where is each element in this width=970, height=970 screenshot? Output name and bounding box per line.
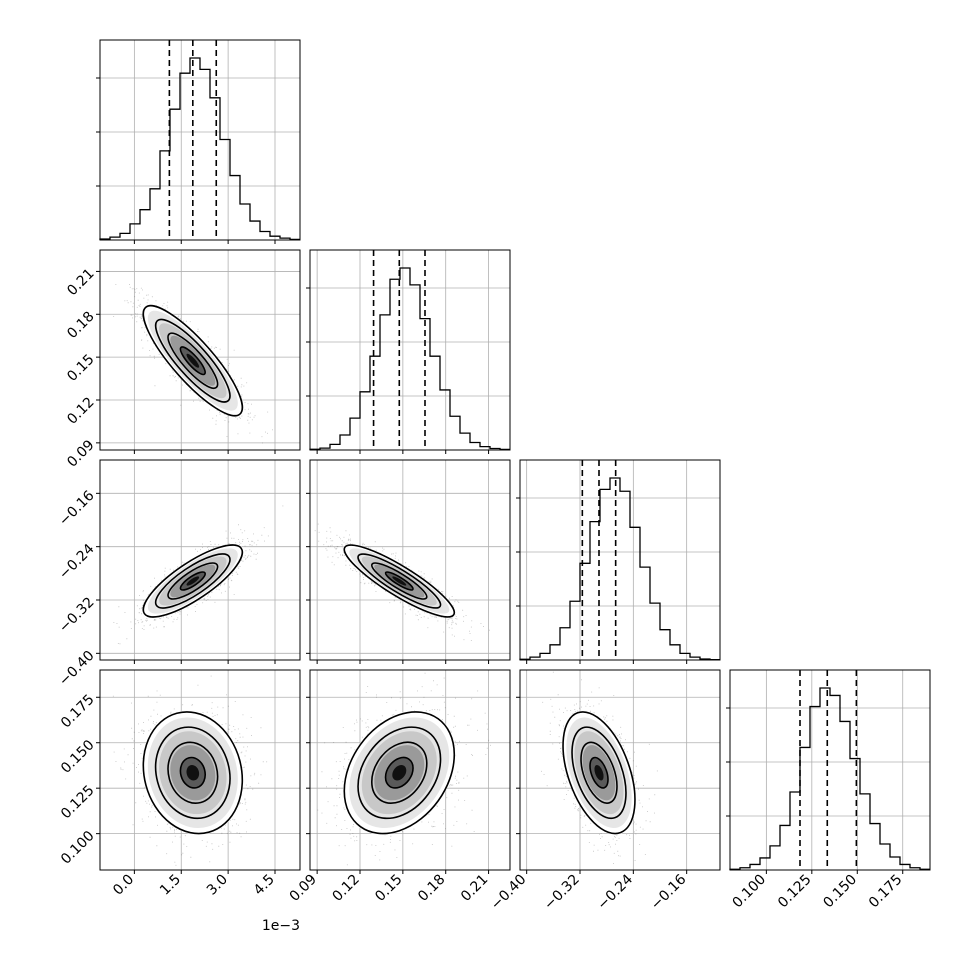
panel-frame [99, 459, 301, 661]
x-tick-label: 0.12 [329, 872, 362, 905]
panel-frame [729, 669, 931, 871]
panel-content [113, 505, 284, 645]
contour-line [384, 756, 414, 789]
contour-line [562, 711, 636, 835]
y-tick-label: −0.16 [56, 488, 98, 530]
contour-line [589, 756, 609, 789]
panel-background [310, 460, 510, 660]
x-tick-label: 0.175 [866, 872, 906, 912]
density-level [186, 353, 200, 368]
panel-frame [309, 669, 511, 871]
x-tick-label: −0.32 [541, 872, 583, 914]
x-tick-label: 3.0 [204, 872, 231, 899]
panel-frame [99, 39, 301, 241]
contour-line [370, 741, 428, 804]
contour-line [167, 332, 219, 390]
y-tick-label: 0.21 [64, 266, 97, 299]
scatter-panel-3-2: −0.40 −0.32 −0.24 −0.16 [488, 669, 721, 914]
scatter-panel-3-0: 0.0 1.5 3.0 4.5 0.100 0.125 0.150 0.175 [58, 669, 301, 899]
y-tick-label: 0.15 [64, 351, 97, 384]
panel-frame [519, 459, 721, 661]
x-tick-label: 0.150 [820, 872, 860, 912]
contour-line [179, 756, 206, 789]
x-tick-label: 0.18 [415, 872, 448, 905]
y-tick-label: 0.18 [64, 309, 97, 342]
y-tick-label: 0.09 [64, 437, 97, 470]
hist-panel-0 [96, 39, 301, 244]
panel-background [730, 670, 930, 870]
x-tick-label: −0.40 [488, 872, 530, 914]
density-level [392, 576, 407, 586]
contour-line [370, 562, 428, 600]
contour-line [343, 544, 456, 618]
histogram-0 [99, 57, 300, 241]
panel-frame [309, 459, 511, 661]
hist-panel-3: 0.100 0.125 0.150 0.175 [726, 669, 931, 912]
x-tick-label: 0.09 [287, 872, 320, 905]
contour-line [142, 544, 244, 618]
x-offset-label: 1e−3 [262, 918, 300, 934]
density-level [392, 764, 407, 781]
contour-line [384, 571, 414, 591]
hist-panel-2 [516, 459, 721, 664]
panel-content [541, 671, 658, 864]
contour-line [580, 741, 618, 804]
histogram-1 [309, 267, 510, 451]
panel-frame [99, 669, 301, 871]
scatter-panel-3-1: 0.09 0.12 0.15 0.18 0.21 [287, 669, 511, 905]
contour-line [167, 562, 219, 600]
contour-line [154, 318, 231, 403]
panel-frame [309, 249, 511, 451]
hist-panel-1 [306, 249, 511, 454]
x-tick-label: 0.15 [372, 872, 405, 905]
density-level [186, 764, 200, 781]
y-tick-label: −0.32 [56, 594, 98, 636]
panel-frame [99, 249, 301, 451]
y-tick-label: −0.24 [56, 541, 98, 583]
x-tick-label: 0.125 [775, 872, 815, 912]
density-level [186, 576, 200, 586]
y-tick-label: 0.100 [58, 828, 98, 868]
contour-line [343, 711, 456, 835]
histogram-2 [519, 477, 720, 661]
density-level [594, 764, 604, 781]
contour-line [179, 346, 206, 376]
y-tick-label: 0.125 [58, 783, 98, 823]
panel-content [112, 675, 268, 866]
x-tick-label: −0.16 [648, 871, 690, 913]
contour-line [357, 553, 442, 609]
panel-content [314, 523, 490, 641]
contour-line [142, 304, 244, 417]
y-tick-label: −0.40 [56, 648, 98, 690]
contour-line [154, 726, 231, 820]
contour-line [154, 553, 231, 609]
x-tick-label: −0.24 [595, 871, 637, 913]
histogram-3 [729, 687, 930, 870]
scatter-panel-2-1 [306, 459, 511, 664]
contour-line [142, 711, 244, 835]
panel-content [310, 672, 491, 866]
contour-line [167, 741, 219, 804]
contour-line [357, 726, 442, 820]
scatter-panel-2-0: −0.40 −0.32 −0.24 −0.16 [56, 459, 301, 690]
panel-frame [519, 669, 721, 871]
panel-background [100, 40, 300, 240]
x-tick-label: 0.100 [730, 872, 770, 912]
scatter-panel-1-0: 0.09 0.12 0.15 0.18 0.21 [64, 249, 301, 471]
panel-content [113, 284, 273, 444]
x-tick-label: 1.5 [157, 872, 184, 899]
y-tick-label: 0.175 [58, 692, 98, 732]
x-tick-label: 0.0 [110, 872, 137, 899]
y-tick-label: 0.12 [64, 394, 97, 427]
contour-line [571, 726, 627, 820]
contour-line [179, 571, 206, 591]
scatter-points [310, 672, 491, 866]
y-tick-label: 0.150 [58, 737, 98, 777]
x-tick-label: 4.5 [251, 872, 278, 899]
x-tick-label: 0.21 [458, 872, 491, 905]
